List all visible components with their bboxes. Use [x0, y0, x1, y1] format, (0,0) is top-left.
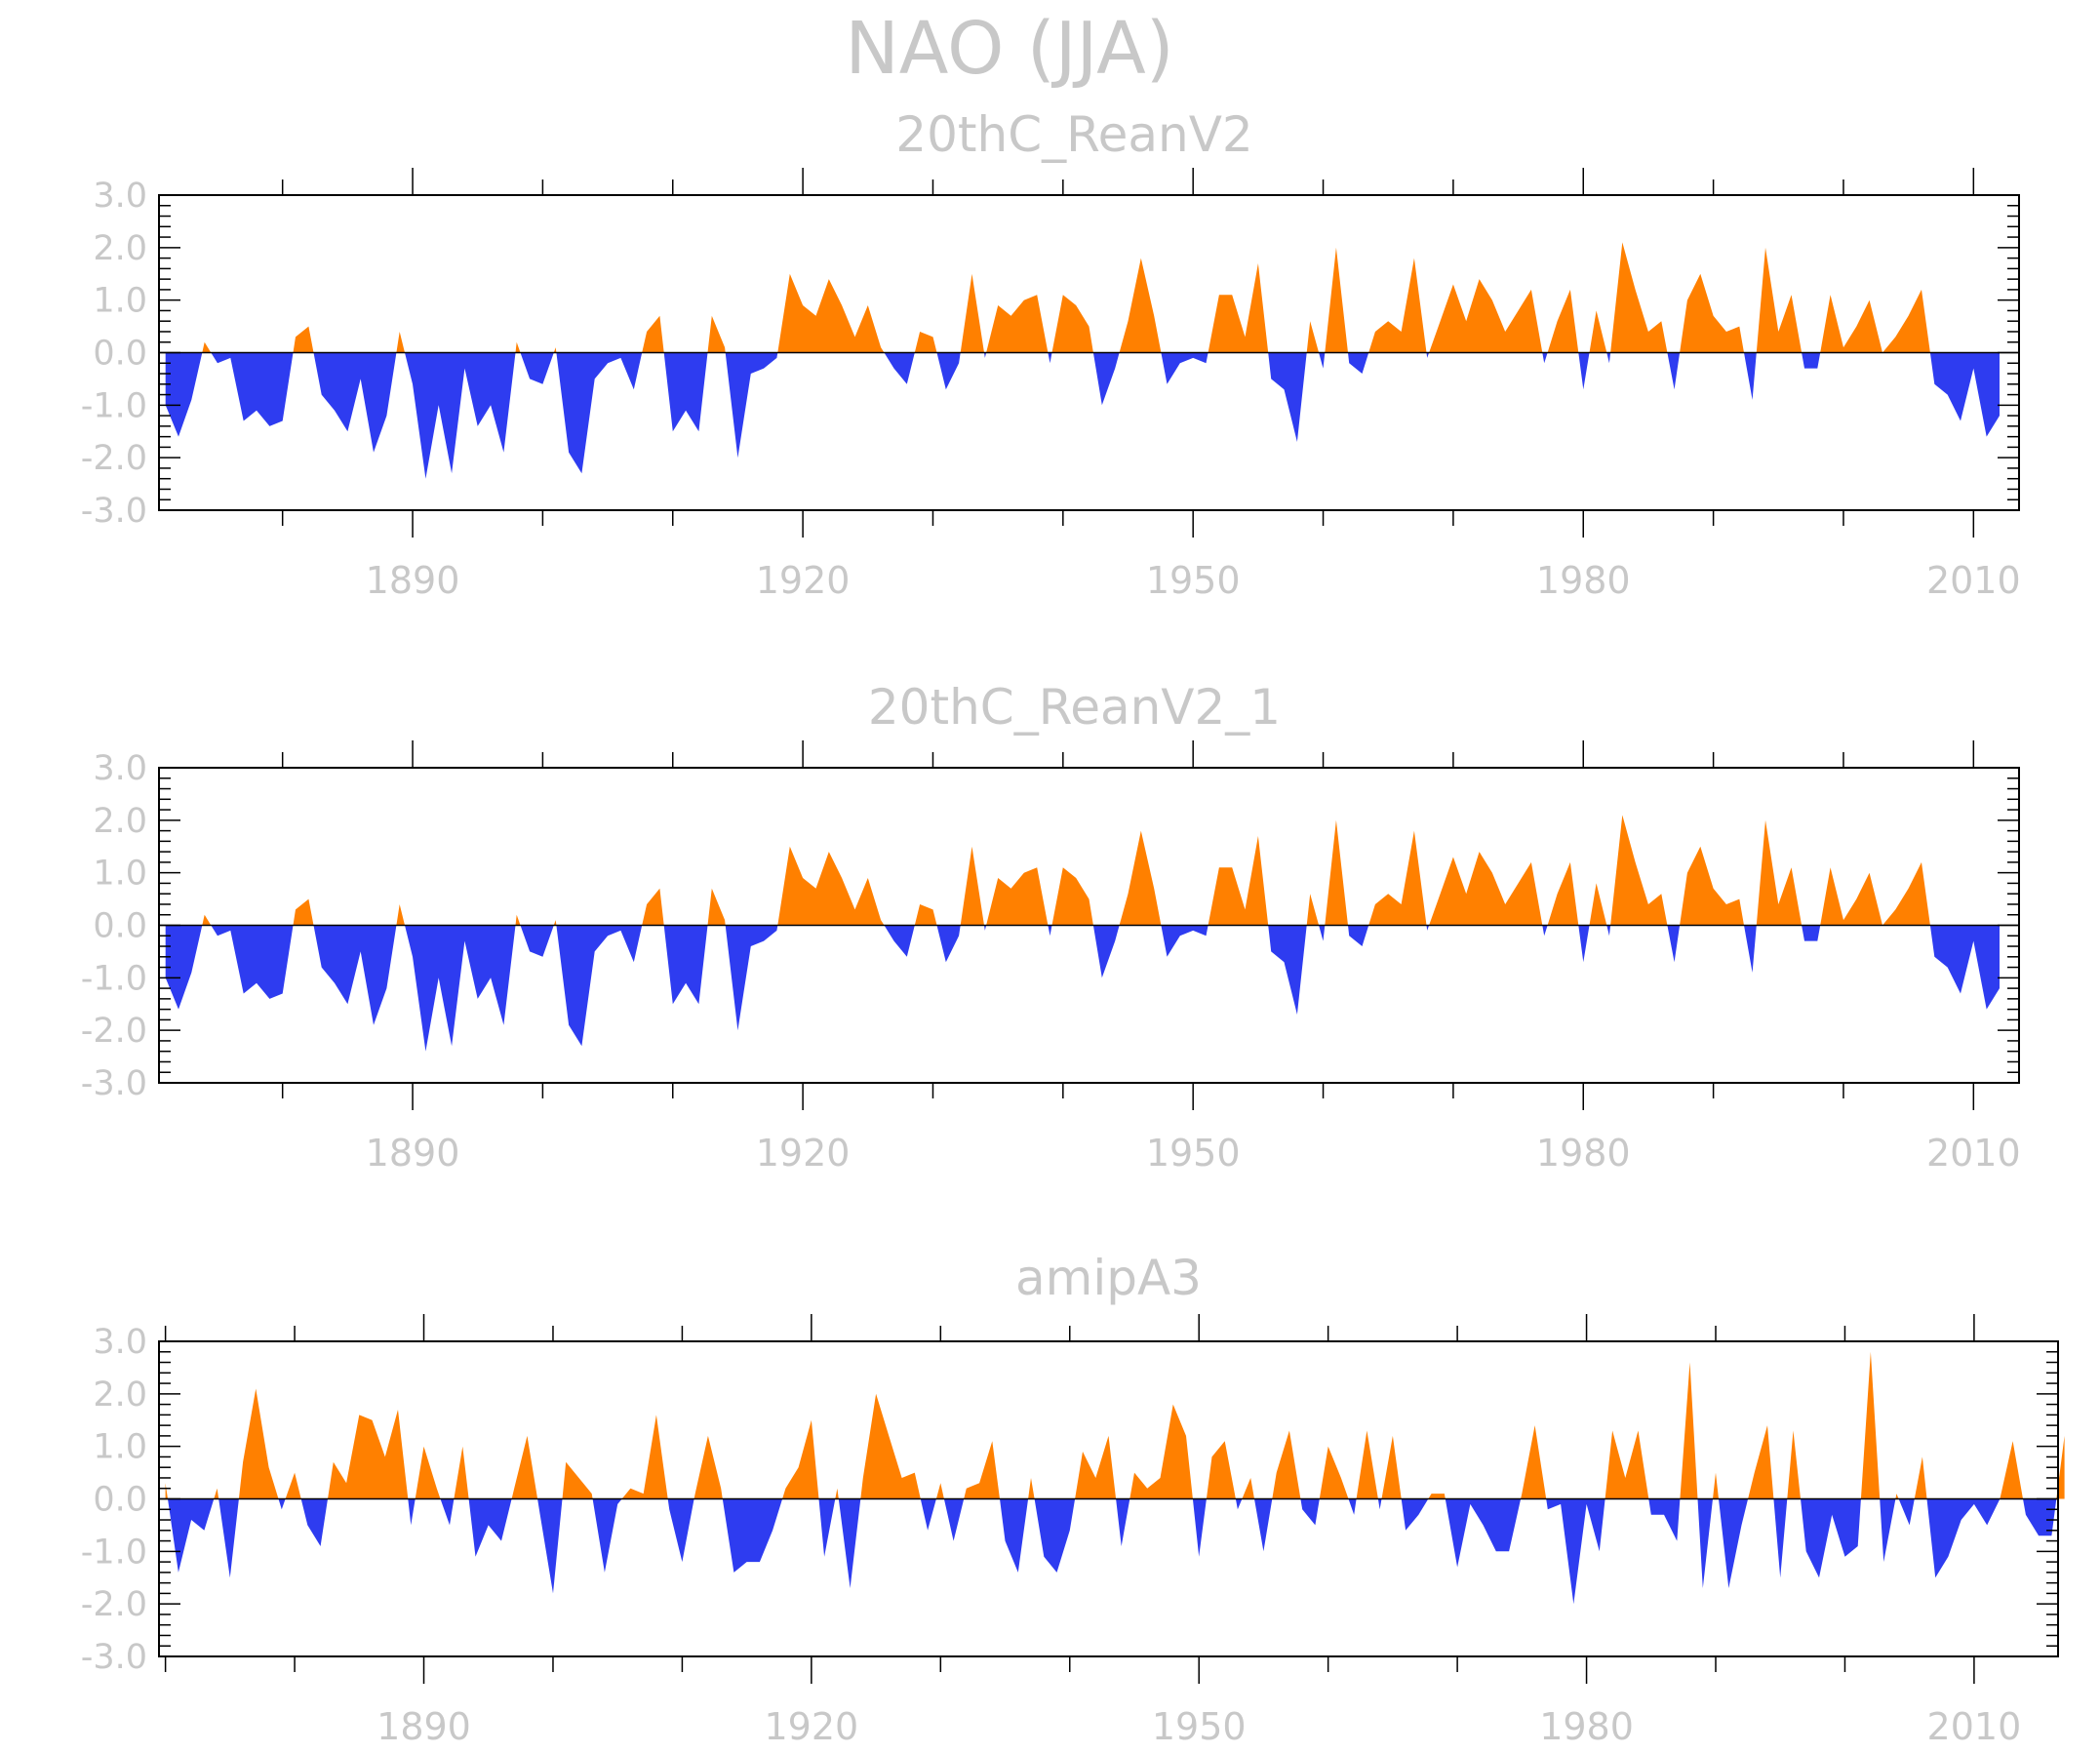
- x-tick-label: 1950: [1146, 559, 1241, 602]
- y-tick-label: -2.0: [81, 439, 147, 478]
- y-tick-label: -1.0: [81, 1533, 147, 1572]
- x-tick-label: 1980: [1536, 1132, 1631, 1175]
- y-tick-label: -3.0: [81, 1638, 147, 1677]
- y-tick-label: 0.0: [93, 1481, 147, 1520]
- x-tick-label: 1890: [366, 1132, 460, 1175]
- x-tick-label: 1890: [366, 559, 460, 602]
- y-tick-label: -3.0: [81, 492, 147, 531]
- panel-2: 20thC_ReanV2_1 3.0 2.0 1.0 0.0 -1.0 -2.0 -3.0 18…: [81, 679, 2021, 1175]
- y-tick-label: 0.0: [93, 335, 147, 374]
- y-tick-label: -1.0: [81, 386, 147, 425]
- y-tick-label: 3.0: [93, 749, 147, 788]
- negative-area: [165, 925, 2001, 1052]
- y-tick-label: -3.0: [81, 1064, 147, 1103]
- x-tick-label: 2010: [1926, 559, 2021, 602]
- panel-1: 20thC_ReanV2 3.0 2.0 1.0 0.0 -1.0 -2.0 -3.0 1890…: [81, 106, 2021, 602]
- y-tick-label: 1.0: [93, 282, 147, 321]
- positive-area: [165, 1351, 2065, 1499]
- negative-area: [165, 352, 2001, 479]
- x-tick-label: 1950: [1152, 1705, 1247, 1748]
- x-tick-label: 1920: [765, 1705, 859, 1748]
- y-tick-label: 1.0: [93, 855, 147, 894]
- x-tick-label: 1920: [756, 1132, 851, 1175]
- main-title: NAO (JJA): [845, 7, 1173, 91]
- x-tick-label: 1890: [376, 1705, 471, 1748]
- y-tick-label: 3.0: [93, 1323, 147, 1362]
- y-tick-label: -2.0: [81, 1012, 147, 1051]
- x-tick-label: 1980: [1539, 1705, 1634, 1748]
- y-tick-label: 2.0: [93, 802, 147, 841]
- y-tick-label: 2.0: [93, 229, 147, 268]
- panel-3: amipA3 3.0 2.0 1.0 0.0 -1.0 -2.0 -3.0 1890 1920 19…: [81, 1250, 2065, 1748]
- positive-area: [165, 242, 2001, 353]
- positive-area: [165, 815, 2001, 926]
- y-tick-label: 0.0: [93, 907, 147, 946]
- y-tick-label: 1.0: [93, 1428, 147, 1467]
- panel-title: 20thC_ReanV2_1: [868, 679, 1281, 736]
- negative-area: [165, 1498, 2065, 1605]
- x-tick-label: 1950: [1146, 1132, 1241, 1175]
- x-tick-label: 1920: [756, 559, 851, 602]
- y-tick-label: -2.0: [81, 1585, 147, 1624]
- y-tick-label: 2.0: [93, 1375, 147, 1415]
- x-tick-label: 2010: [1927, 1705, 2022, 1748]
- y-tick-label: -1.0: [81, 959, 147, 998]
- panels-group: 20thC_ReanV2 3.0 2.0 1.0 0.0 -1.0 -2.0 -3.0 1890…: [81, 106, 2065, 1748]
- y-tick-label: 3.0: [93, 177, 147, 216]
- panel-title: 20thC_ReanV2: [895, 106, 1252, 163]
- x-tick-label: 1980: [1536, 559, 1631, 602]
- panel-title: amipA3: [1015, 1250, 1202, 1306]
- x-tick-label: 2010: [1926, 1132, 2021, 1175]
